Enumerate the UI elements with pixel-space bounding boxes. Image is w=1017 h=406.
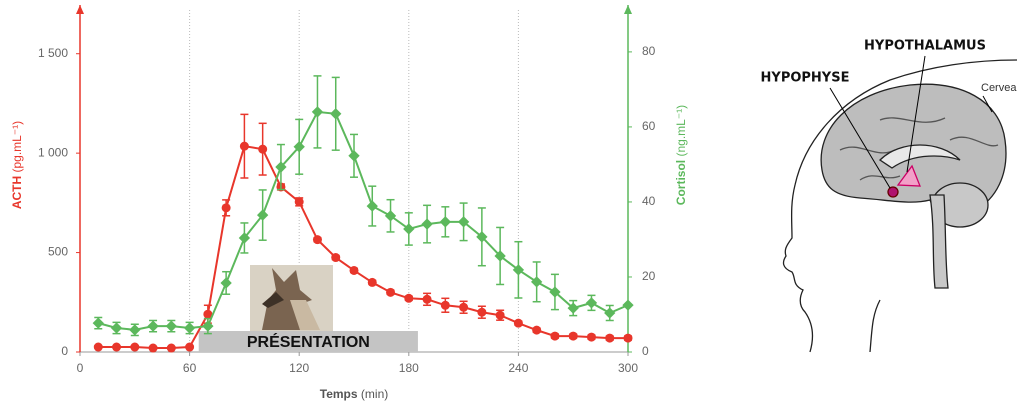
x-tick-label: 60 bbox=[183, 361, 197, 375]
data-point bbox=[567, 302, 579, 314]
data-point bbox=[202, 320, 214, 332]
data-point bbox=[531, 276, 543, 288]
data-point bbox=[293, 141, 305, 153]
series-line bbox=[98, 145, 628, 350]
y2-tick-label: 60 bbox=[642, 119, 656, 133]
data-point bbox=[92, 317, 104, 329]
chart: 0 60 120 180 240 300 0 500 1 000 1 500 0 20 40 60 80 AC… bbox=[10, 5, 688, 401]
data-point bbox=[476, 231, 488, 243]
data-point bbox=[421, 218, 433, 230]
y2-axis-title: Cortisol (ng.mL⁻¹) bbox=[674, 105, 688, 205]
data-point bbox=[605, 333, 615, 343]
data-point bbox=[130, 342, 140, 352]
data-point bbox=[349, 265, 359, 275]
y-axis-title: ACTH (pg.mL⁻¹) bbox=[10, 121, 24, 209]
data-point bbox=[348, 150, 360, 162]
data-point bbox=[311, 106, 324, 118]
y2-axis-title-main: Cortisol bbox=[674, 160, 688, 205]
y2-tick-label: 0 bbox=[642, 344, 649, 358]
data-point bbox=[586, 332, 596, 342]
data-point bbox=[147, 320, 159, 332]
data-point bbox=[258, 144, 268, 154]
data-point bbox=[220, 277, 232, 289]
data-point bbox=[312, 235, 322, 245]
data-point bbox=[331, 253, 341, 263]
data-point bbox=[532, 325, 542, 335]
y2-tick-label: 20 bbox=[642, 269, 656, 283]
x-axis-title-unit: (min) bbox=[361, 387, 388, 401]
hypothalamus-label: HYPOTHALAMUS bbox=[864, 39, 986, 54]
data-point bbox=[238, 232, 251, 244]
y-tick-label: 1 500 bbox=[38, 46, 68, 60]
data-point bbox=[422, 294, 432, 304]
data-point bbox=[549, 286, 561, 298]
data-point bbox=[512, 264, 525, 276]
y-axis-title-main: ACTH bbox=[10, 176, 24, 209]
data-point bbox=[330, 108, 342, 120]
x-tick-label: 180 bbox=[399, 361, 419, 375]
data-point bbox=[513, 318, 523, 328]
data-point bbox=[477, 307, 487, 317]
y-tick-label: 500 bbox=[48, 245, 68, 259]
hypophyse-label: HYPOPHYSE bbox=[761, 71, 850, 86]
x-tick-label: 300 bbox=[618, 361, 638, 375]
wolf-photo bbox=[250, 265, 333, 331]
y-axis-title-unit: (pg.mL⁻¹) bbox=[10, 121, 24, 173]
data-point bbox=[494, 250, 506, 262]
data-point bbox=[604, 307, 616, 319]
data-point bbox=[585, 297, 598, 309]
data-point bbox=[239, 141, 249, 151]
data-point bbox=[166, 343, 176, 353]
data-point bbox=[221, 203, 231, 213]
series-line bbox=[98, 110, 629, 331]
data-point bbox=[384, 210, 397, 222]
data-point bbox=[386, 287, 396, 297]
data-point bbox=[367, 277, 377, 287]
x-tick-label: 240 bbox=[508, 361, 528, 375]
y-tick-label: 0 bbox=[61, 344, 68, 358]
data-point bbox=[275, 161, 287, 173]
y-tick-label: 1 000 bbox=[38, 145, 68, 159]
presentation-bar bbox=[198, 331, 418, 352]
data-point bbox=[440, 300, 450, 310]
data-point bbox=[623, 333, 633, 343]
data-point bbox=[294, 197, 304, 207]
data-point bbox=[403, 223, 415, 235]
data-point bbox=[366, 200, 378, 212]
y2-axis-arrow bbox=[624, 5, 632, 14]
data-point bbox=[165, 320, 177, 332]
data-point bbox=[185, 342, 195, 352]
data-point bbox=[148, 343, 158, 353]
data-point bbox=[257, 209, 269, 221]
data-point bbox=[568, 331, 578, 341]
x-axis-title-main: Temps bbox=[320, 387, 358, 401]
data-point bbox=[183, 322, 196, 334]
data-point bbox=[459, 302, 469, 312]
data-point bbox=[404, 293, 414, 303]
data-point bbox=[550, 331, 560, 341]
y2-axis-title-unit: (ng.mL⁻¹) bbox=[674, 105, 688, 157]
cerveau-label: Cervea bbox=[981, 82, 1017, 94]
data-point bbox=[495, 310, 505, 320]
x-axis-title: Temps (min) bbox=[320, 387, 388, 401]
brain-diagram bbox=[782, 55, 1017, 353]
data-point bbox=[203, 309, 213, 319]
x-tick-label: 0 bbox=[77, 361, 84, 375]
data-point bbox=[110, 322, 123, 334]
data-point bbox=[457, 216, 470, 228]
data-point bbox=[93, 342, 103, 352]
x-tick-label: 120 bbox=[289, 361, 309, 375]
data-point bbox=[439, 216, 451, 228]
data-point bbox=[129, 324, 141, 336]
y2-tick-label: 40 bbox=[642, 194, 656, 208]
y-axis-arrow bbox=[76, 5, 84, 14]
y2-tick-label: 80 bbox=[642, 44, 656, 58]
presentation-label: PRÉSENTATION bbox=[247, 332, 370, 351]
data-point bbox=[622, 299, 634, 311]
data-point bbox=[112, 342, 122, 352]
